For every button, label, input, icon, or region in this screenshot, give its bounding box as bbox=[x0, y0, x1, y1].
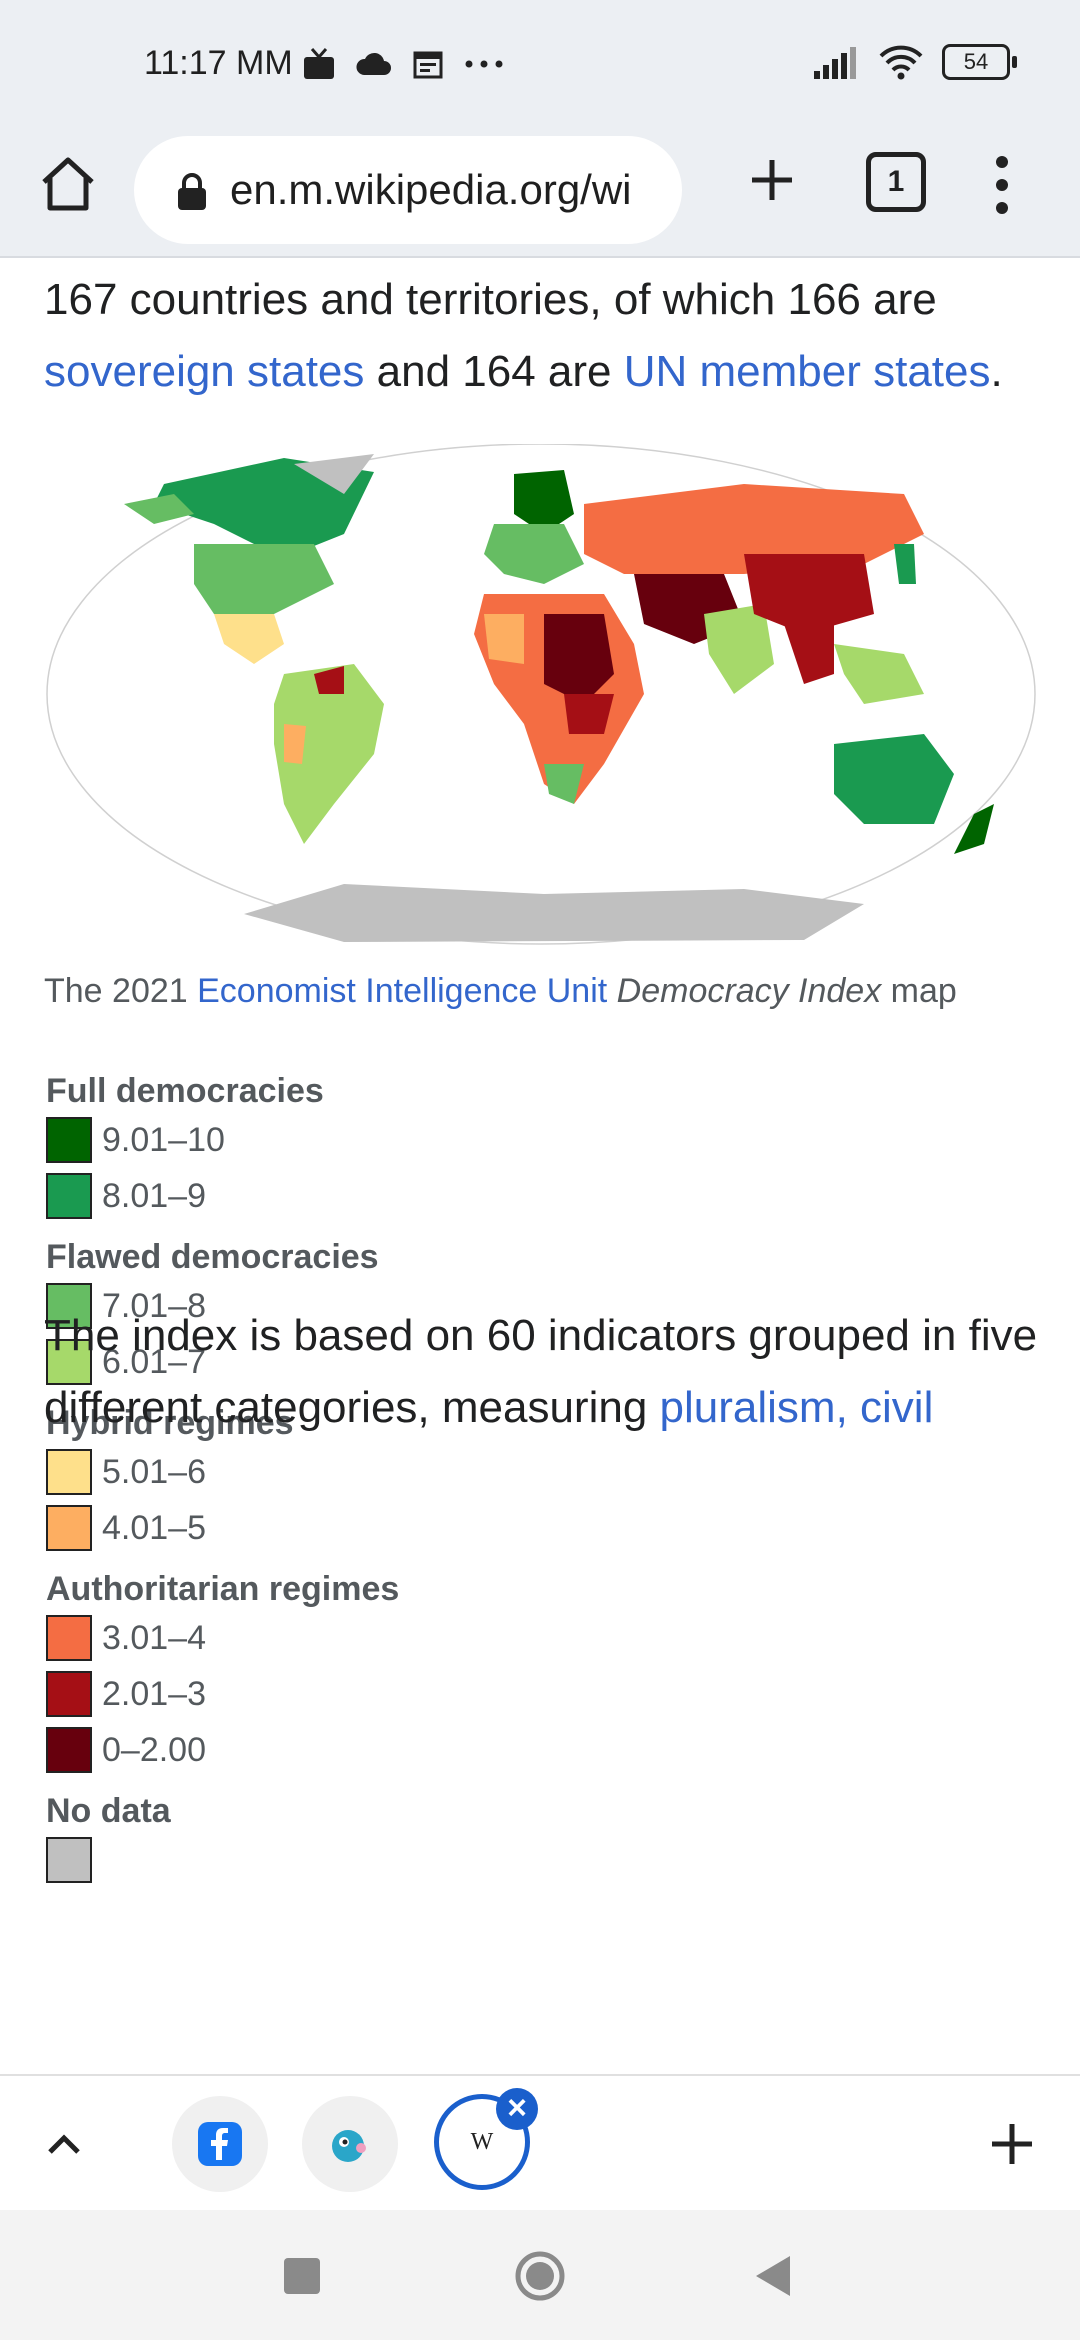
link-sovereign-states[interactable]: sovereign states bbox=[44, 347, 365, 396]
tab-switcher-button[interactable]: 1 bbox=[866, 152, 926, 212]
legend-item: 7.01–8 bbox=[46, 1278, 646, 1334]
legend-label: 2.01–3 bbox=[102, 1674, 206, 1713]
signal-icon bbox=[814, 47, 856, 79]
calendar-icon bbox=[413, 51, 443, 79]
system-navigation-bar bbox=[0, 2210, 1080, 2340]
tv-icon bbox=[304, 48, 334, 79]
legend-item: 5.01–6 bbox=[46, 1444, 646, 1500]
more-dots-icon bbox=[465, 60, 503, 68]
legend-swatch bbox=[46, 1339, 92, 1385]
legend-label: 7.01–8 bbox=[102, 1286, 206, 1325]
legend-swatch bbox=[46, 1671, 92, 1717]
legend-heading: No data bbox=[46, 1792, 171, 1830]
tab-facebook[interactable] bbox=[172, 2096, 268, 2192]
bottom-tab-bar: W × bbox=[0, 2074, 1080, 2212]
wifi-icon bbox=[879, 45, 923, 80]
map-legend: Full democracies 9.01–10 8.01–9 Flawed demo… bbox=[46, 1058, 646, 1888]
lock-icon bbox=[178, 173, 206, 210]
legend-swatch bbox=[46, 1449, 92, 1495]
legend-swatch bbox=[46, 1727, 92, 1773]
legend-swatch bbox=[46, 1173, 92, 1219]
legend-item: 4.01–5 bbox=[46, 1500, 646, 1556]
legend-heading: Full democracies bbox=[46, 1072, 324, 1110]
article-paragraph-2: The index is based on 60 indicators grou… bbox=[44, 1311, 1038, 1432]
article-content: 167 countries and territories, of which … bbox=[0, 258, 1080, 2074]
legend-item bbox=[46, 1832, 646, 1888]
legend-swatch bbox=[46, 1283, 92, 1329]
legend-label: 0–2.00 bbox=[102, 1730, 206, 1769]
democracy-index-world-map[interactable] bbox=[44, 444, 1038, 948]
more-vert-icon[interactable] bbox=[990, 150, 1014, 220]
legend-heading: Hybrid regimes bbox=[46, 1404, 294, 1442]
article-paragraph-1: 167 countries and territories, of which … bbox=[44, 275, 1003, 396]
legend-label: 4.01–5 bbox=[102, 1508, 206, 1547]
nav-home-icon[interactable] bbox=[514, 2250, 566, 2302]
add-tab-plus-icon[interactable] bbox=[988, 2120, 1036, 2168]
legend-item: 9.01–10 bbox=[46, 1112, 646, 1168]
legend-item: 2.01–3 bbox=[46, 1666, 646, 1722]
legend-heading: Authoritarian regimes bbox=[46, 1570, 400, 1608]
tab-app[interactable] bbox=[302, 2096, 398, 2192]
status-bar: 11:17 MM 54 bbox=[0, 0, 1080, 124]
chevron-up-icon[interactable] bbox=[44, 2124, 84, 2164]
address-bar[interactable]: en.m.wikipedia.org/wi bbox=[134, 136, 682, 244]
legend-label: 3.01–4 bbox=[102, 1618, 206, 1657]
link-economist-intelligence-unit[interactable]: Economist Intelligence Unit bbox=[197, 972, 608, 1010]
link-pluralism-civil[interactable]: pluralism, civil bbox=[659, 1383, 934, 1432]
battery-indicator: 54 bbox=[942, 44, 1017, 80]
cloud-icon bbox=[356, 52, 391, 75]
map-caption: The 2021 Economist Intelligence Unit Dem… bbox=[44, 972, 957, 1010]
legend-item: 6.01–7 bbox=[46, 1334, 646, 1390]
url-text[interactable]: en.m.wikipedia.org/wi bbox=[230, 166, 632, 213]
facebook-icon bbox=[198, 2122, 242, 2166]
legend-swatch bbox=[46, 1505, 92, 1551]
legend-item: 0–2.00 bbox=[46, 1722, 646, 1778]
status-system-icons: 54 bbox=[812, 44, 1017, 80]
legend-label: 5.01–6 bbox=[102, 1452, 206, 1491]
recents-icon[interactable] bbox=[284, 2258, 320, 2294]
back-icon[interactable] bbox=[756, 2256, 790, 2296]
legend-heading: Flawed democracies bbox=[46, 1238, 379, 1276]
app-mascot-icon bbox=[332, 2130, 366, 2162]
browser-toolbar: en.m.wikipedia.org/wi 1 bbox=[0, 124, 1080, 258]
legend-swatch bbox=[46, 1837, 92, 1883]
home-icon[interactable] bbox=[36, 152, 100, 216]
legend-label: 9.01–10 bbox=[102, 1120, 225, 1159]
legend-item: 8.01–9 bbox=[46, 1168, 646, 1224]
status-notification-icons bbox=[302, 44, 504, 84]
close-tab-icon[interactable]: × bbox=[496, 2088, 538, 2130]
legend-label: 8.01–9 bbox=[102, 1176, 206, 1215]
legend-label: 6.01–7 bbox=[102, 1342, 206, 1381]
status-time: 11:17 MM bbox=[144, 44, 293, 82]
new-tab-plus-icon[interactable] bbox=[740, 148, 804, 212]
legend-swatch bbox=[46, 1615, 92, 1661]
legend-swatch bbox=[46, 1117, 92, 1163]
link-un-member-states[interactable]: UN member states bbox=[623, 347, 991, 396]
legend-item: 3.01–4 bbox=[46, 1610, 646, 1666]
